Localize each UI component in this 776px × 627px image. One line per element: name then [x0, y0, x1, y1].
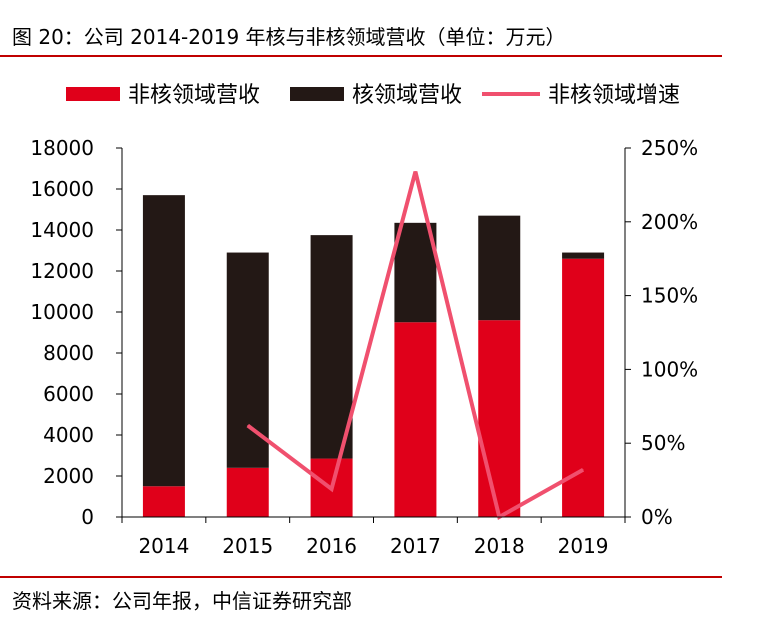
source-rule: [0, 576, 722, 578]
left-tick-label: 10000: [30, 300, 94, 324]
growth-point-2015: [247, 424, 249, 426]
legend-label-1: 核领域营收: [352, 83, 462, 108]
x-tick-label: 2019: [558, 534, 609, 558]
chart-title: 图 20：公司 2014-2019 年核与非核领域营收（单位：万元）: [12, 25, 566, 49]
right-tick-label: 150%: [641, 284, 698, 308]
legend-swatch-0: [66, 87, 120, 101]
left-tick-label: 6000: [43, 382, 94, 406]
right-tick-label: 200%: [641, 210, 698, 234]
source-note: 资料来源：公司年报，中信证券研究部: [12, 589, 352, 613]
bar-core-2018: [478, 215, 521, 321]
x-tick-label: 2016: [306, 534, 357, 558]
axes: 0 2000 4000 6000 8000 10000 12000 14000 16000 180…: [30, 136, 698, 558]
bar-noncore-2019: [562, 258, 605, 517]
x-tick-label: 2015: [222, 534, 273, 558]
bars: [142, 195, 605, 517]
x-tick-label: 2017: [390, 534, 441, 558]
x-tick-label: 2018: [474, 534, 525, 558]
growth-point-2016: [331, 488, 333, 490]
right-tick-label: 0%: [641, 505, 673, 529]
x-tick-label: 2014: [138, 534, 189, 558]
bar-noncore-2017: [394, 322, 437, 517]
growth-point-2019: [582, 469, 584, 471]
left-tick-label: 4000: [43, 423, 94, 447]
bar-core-2017: [394, 222, 437, 323]
bar-core-2016: [310, 235, 353, 459]
left-tick-label: 16000: [30, 177, 94, 201]
bar-core-2015: [226, 252, 269, 468]
right-tick-label: 50%: [641, 431, 685, 455]
left-tick-label: 18000: [30, 136, 94, 160]
bar-noncore-2014: [142, 486, 185, 517]
bar-noncore-2018: [478, 320, 521, 517]
bar-noncore-2015: [226, 467, 269, 517]
bar-core-2019: [562, 252, 605, 259]
left-tick-label: 14000: [30, 218, 94, 242]
right-tick-label: 250%: [641, 136, 698, 160]
legend: 非核领域营收 核领域营收 非核领域增速: [66, 83, 680, 108]
right-tick-label: 100%: [641, 357, 698, 381]
left-tick-label: 8000: [43, 341, 94, 365]
title-rule: [0, 55, 722, 57]
legend-label-2: 非核领域增速: [548, 83, 680, 108]
legend-swatch-1: [290, 87, 344, 101]
legend-label-0: 非核领域营收: [128, 83, 260, 108]
bar-core-2014: [142, 195, 185, 487]
left-tick-label: 0: [81, 505, 94, 529]
left-tick-label: 12000: [30, 259, 94, 283]
left-tick-label: 2000: [43, 464, 94, 488]
growth-point-2017: [414, 171, 416, 173]
